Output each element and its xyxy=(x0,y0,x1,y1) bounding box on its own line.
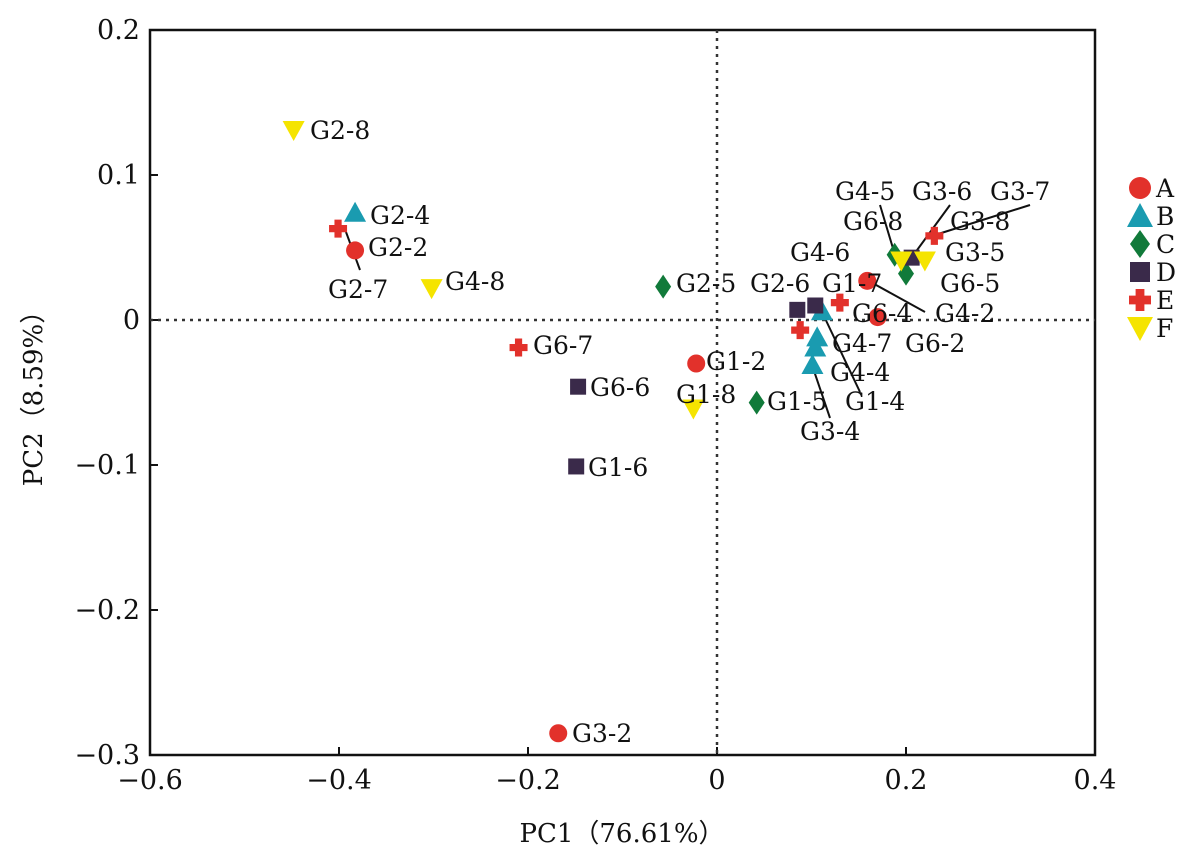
point-label: G4-5 xyxy=(835,177,895,206)
data-point-A xyxy=(858,271,877,290)
legend-label: B xyxy=(1156,202,1174,231)
point-label: G2-4 xyxy=(370,201,430,230)
data-point-A xyxy=(687,354,706,373)
point-label: G3-5 xyxy=(945,238,1005,267)
legend-marker-B xyxy=(1127,203,1153,227)
legend-marker-A xyxy=(1129,177,1151,199)
point-label: G3-2 xyxy=(572,719,632,748)
data-point-F xyxy=(682,399,705,420)
data-point-F xyxy=(913,251,936,272)
point-label: G1-5 xyxy=(767,387,827,416)
legend-marker-F xyxy=(1127,317,1153,341)
point-label: G1-7 xyxy=(822,269,882,298)
leader-line xyxy=(821,311,861,393)
legend-label: C xyxy=(1156,230,1175,259)
point-label: G4-7 xyxy=(832,329,892,358)
x-tick-label: 0.2 xyxy=(885,765,928,796)
legend-label: E xyxy=(1156,286,1174,315)
point-label: G3-6 xyxy=(912,177,972,206)
y-tick-label: 0 xyxy=(123,305,140,336)
legend-marker-C xyxy=(1130,230,1150,258)
leader-line xyxy=(866,279,926,313)
point-label: G1-2 xyxy=(706,347,766,376)
point-label: G6-2 xyxy=(905,329,965,358)
data-point-A xyxy=(868,308,887,327)
point-label: G4-6 xyxy=(790,238,850,267)
legend-label: D xyxy=(1156,258,1176,287)
x-axis-title: PC1（76.61%） xyxy=(519,819,724,849)
point-label: G2-7 xyxy=(328,275,388,304)
x-tick-label: 0 xyxy=(708,765,725,796)
point-label: G4-8 xyxy=(445,267,505,296)
data-point-D xyxy=(570,378,587,395)
data-point-B xyxy=(801,353,824,374)
plot-frame xyxy=(148,28,1097,757)
data-point-D xyxy=(807,297,824,314)
legend-marker-D xyxy=(1130,262,1150,282)
point-label: G4-2 xyxy=(935,299,995,328)
legend-label: F xyxy=(1156,314,1173,343)
legend-marker-E xyxy=(1129,289,1151,311)
data-point-B xyxy=(344,201,367,222)
point-label: G3-7 xyxy=(990,177,1050,206)
y-axis-title: PC2（8.59%） xyxy=(19,298,49,487)
point-label: G2-8 xyxy=(310,116,370,145)
point-label: G1-4 xyxy=(845,387,905,416)
data-point-F xyxy=(420,279,443,300)
y-tick-label: 0.1 xyxy=(97,160,140,191)
data-point-D xyxy=(789,301,806,318)
point-label: G6-8 xyxy=(843,207,903,236)
data-point-A xyxy=(549,724,568,743)
point-label: G2-2 xyxy=(368,233,428,262)
data-point-F xyxy=(890,251,913,272)
point-label: G6-7 xyxy=(533,331,593,360)
x-tick-label: −0.2 xyxy=(495,765,561,796)
y-tick-label: −0.2 xyxy=(74,595,140,626)
point-label: G2-6 xyxy=(750,269,810,298)
point-label: G3-8 xyxy=(950,207,1010,236)
point-label: G6-5 xyxy=(940,269,1000,298)
data-point-C xyxy=(748,390,765,415)
x-tick-label: 0.4 xyxy=(1074,765,1117,796)
point-label: G1-6 xyxy=(588,453,648,482)
leader-line xyxy=(934,204,1031,236)
data-point-B xyxy=(804,336,827,357)
data-point-E xyxy=(830,293,849,312)
x-tick-label: −0.4 xyxy=(306,765,372,796)
data-point-E xyxy=(791,321,810,340)
data-point-C xyxy=(655,274,672,299)
point-label: G1-8 xyxy=(676,380,736,409)
data-point-E xyxy=(329,219,348,238)
point-label: G6-4 xyxy=(852,299,912,328)
data-point-A xyxy=(346,241,365,260)
data-point-B xyxy=(806,326,829,347)
data-point-E xyxy=(925,226,944,245)
point-label: G3-4 xyxy=(800,417,860,446)
y-tick-label: 0.2 xyxy=(97,15,140,46)
data-point-F xyxy=(282,121,305,142)
legend-label: A xyxy=(1155,174,1175,203)
point-label: G6-6 xyxy=(590,373,650,402)
data-point-E xyxy=(509,338,528,357)
y-tick-label: −0.1 xyxy=(74,450,140,481)
point-label: G2-5 xyxy=(676,269,736,298)
y-tick-label: −0.3 xyxy=(74,740,140,771)
point-label: G4-4 xyxy=(830,358,890,387)
data-point-D xyxy=(568,458,585,475)
x-tick-label: −0.6 xyxy=(117,765,183,796)
